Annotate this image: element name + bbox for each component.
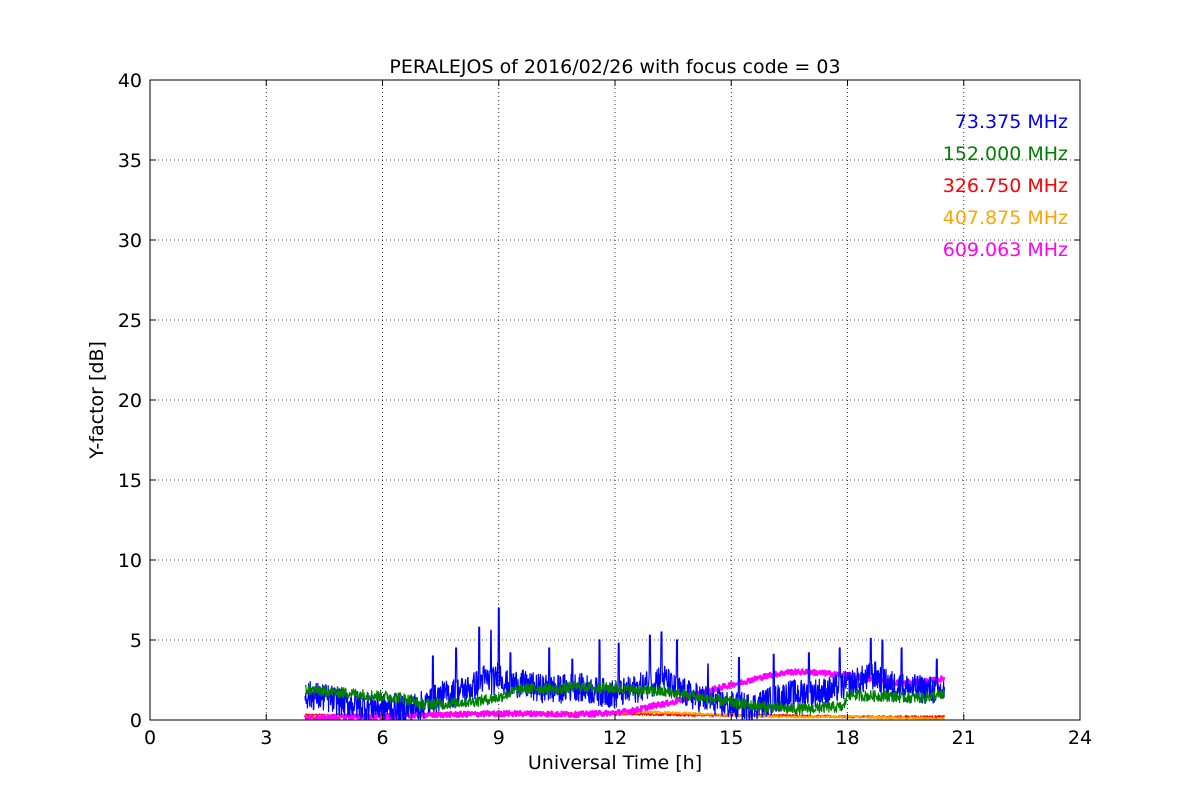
series-line-152-000-mhz — [304, 680, 945, 716]
x-tick-label: 18 — [835, 727, 859, 749]
y-tick-label: 25 — [118, 310, 142, 332]
x-tick-label: 21 — [952, 727, 976, 749]
grid — [150, 80, 1080, 720]
legend: 73.375 MHz 152.000 MHz 326.750 MHz 407.875 … — [943, 111, 1068, 261]
y-axis-label: Y-factor [dB] — [86, 341, 108, 460]
y-tick-label: 35 — [118, 150, 142, 172]
x-tick-label: 3 — [260, 727, 272, 749]
y-tick-label: 5 — [130, 630, 142, 652]
y-tick-label: 20 — [118, 390, 142, 412]
chart-title: PERALEJOS of 2016/02/26 with focus code … — [389, 56, 840, 78]
legend-entry: 609.063 MHz — [943, 239, 1068, 261]
legend-entry: 152.000 MHz — [943, 143, 1068, 165]
y-tick-label: 10 — [118, 550, 142, 572]
x-tick-label: 0 — [144, 727, 156, 749]
ticks: 0 3 6 9 12 15 18 21 24 0 5 10 15 20 25 30 35 40 — [118, 70, 1092, 749]
x-tick-label: 12 — [603, 727, 627, 749]
y-tick-label: 15 — [118, 470, 142, 492]
x-tick-label: 24 — [1068, 727, 1092, 749]
series-layer — [304, 607, 946, 721]
x-axis-label: Universal Time [h] — [528, 752, 702, 774]
legend-entry: 326.750 MHz — [943, 175, 1068, 197]
x-tick-label: 15 — [719, 727, 743, 749]
y-tick-label: 30 — [118, 230, 142, 252]
y-tick-label: 40 — [118, 70, 142, 92]
x-tick-label: 6 — [376, 727, 388, 749]
legend-entry: 73.375 MHz — [955, 111, 1068, 133]
x-tick-label: 9 — [493, 727, 505, 749]
legend-entry: 407.875 MHz — [943, 207, 1068, 229]
y-tick-label: 0 — [130, 710, 142, 732]
